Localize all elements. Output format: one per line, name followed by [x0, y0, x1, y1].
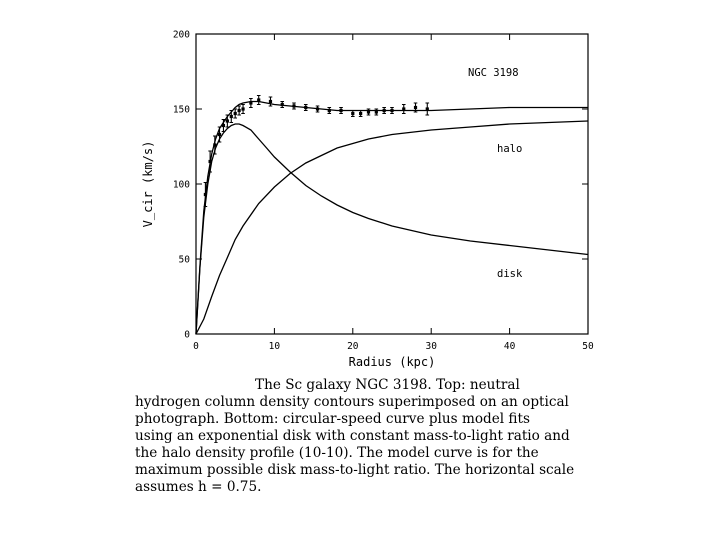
plot-frame: [195, 33, 589, 335]
data-point: [268, 99, 273, 104]
caption-line: hydrogen column density contours superim…: [135, 394, 569, 410]
data-point: [402, 107, 406, 111]
x-tick-label: 30: [425, 341, 437, 352]
annotation-halo: halo: [497, 143, 522, 155]
curve-disk: [195, 123, 589, 335]
data-point: [249, 101, 253, 105]
y-axis-label: V_cir (km/s): [141, 141, 155, 228]
figure-caption: The Sc galaxy NGC 3198. Top: neutral hyd…: [135, 377, 605, 496]
y-tick-label: 200: [173, 30, 190, 41]
data-point: [280, 102, 284, 107]
data-point: [366, 110, 371, 114]
caption-line: the halo density profile (10-10). The mo…: [135, 445, 539, 461]
y-tick-label: 150: [173, 105, 190, 116]
caption-line: photograph. Bottom: circular-speed curve…: [135, 411, 530, 427]
x-tick-label: 0: [193, 341, 199, 352]
data-point: [339, 108, 343, 113]
data-point: [425, 107, 429, 111]
data-point: [225, 119, 229, 123]
y-tick-label: 100: [173, 180, 190, 191]
caption-line: The Sc galaxy NGC 3198. Top: neutral: [255, 377, 520, 393]
data-point: [359, 111, 363, 116]
data-point: [221, 123, 226, 128]
caption-line: using an exponential disk with constant …: [135, 428, 570, 444]
data-point: [413, 105, 418, 110]
annotation-galaxy-name: NGC 3198: [468, 67, 519, 79]
x-tick-label: 40: [504, 341, 516, 352]
data-point: [292, 104, 296, 108]
data-point: [315, 107, 320, 111]
data-point: [327, 108, 331, 113]
x-tick-label: 10: [269, 341, 281, 352]
caption-line: maximum possible disk mass-to-light rati…: [135, 462, 575, 478]
annotation-disk: disk: [497, 268, 523, 280]
data-point: [208, 159, 212, 164]
data-point: [229, 114, 233, 119]
data-point: [382, 108, 386, 113]
x-tick-label: 50: [582, 341, 594, 352]
rotation-curve-chart: 0 10 20 30 40 50 0 50 100 150 200 NGC 3198 halo di…: [141, 30, 594, 370]
data-point: [374, 110, 378, 114]
data-point: [241, 107, 245, 111]
caption-line: assumes h = 0.75.: [135, 479, 262, 495]
y-tick-label: 50: [179, 255, 191, 266]
curve-total-fit: [195, 100, 588, 335]
x-axis-label: Radius (kpc): [349, 355, 436, 369]
data-point: [213, 143, 217, 147]
y-tick-label: 0: [184, 330, 190, 341]
data-point: [257, 98, 261, 102]
data-point: [233, 111, 237, 116]
model-curves: [195, 100, 589, 335]
data-point: [203, 192, 208, 197]
axis-ticks: [195, 33, 589, 335]
data-point: [304, 105, 308, 110]
data-points: [203, 95, 430, 207]
tick-labels: 0 10 20 30 40 50 0 50 100 150 200: [173, 30, 594, 353]
data-point: [237, 108, 241, 113]
data-point: [217, 132, 222, 137]
data-point: [351, 111, 355, 116]
x-tick-label: 20: [347, 341, 359, 352]
curve-halo: [195, 120, 589, 335]
data-point: [390, 108, 394, 113]
